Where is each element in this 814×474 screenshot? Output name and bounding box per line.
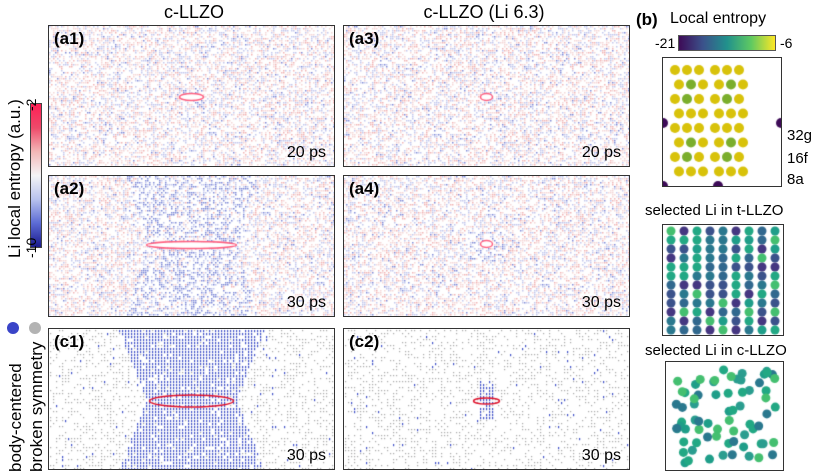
panel-label-a2: (a2) <box>54 179 85 198</box>
time-label-a3: 20 ps <box>581 144 621 161</box>
colorbar-min-label: -10 <box>23 237 39 258</box>
broken-symmetry-marker <box>29 322 41 334</box>
entropy-map-a1 <box>49 26 334 166</box>
site-label-8a: 8a <box>787 171 804 188</box>
column-title-middle: c-LLZO (Li 6.3) <box>423 2 545 22</box>
panel-a3: (a3) 20 ps <box>343 25 630 167</box>
local-entropy-title: Local entropy <box>670 10 767 27</box>
panel-label-c1: (c1) <box>54 332 85 351</box>
panel-a2: (a2) 30 ps <box>48 175 335 317</box>
entropy-map-a4 <box>344 176 629 316</box>
local-entropy-max: -6 <box>780 35 793 51</box>
panel-label-a1: (a1) <box>54 29 85 48</box>
c-llzo-li-atoms <box>666 362 783 470</box>
panel-label-c2: (c2) <box>349 332 380 351</box>
legend-body-centered: body-centered <box>6 363 25 472</box>
time-label-c2: 30 ps <box>581 447 621 464</box>
c-llzo-title: selected Li in c-LLZO <box>645 342 787 359</box>
time-label-c1: 30 ps <box>286 447 326 464</box>
site-label-32g: 32g <box>787 127 813 144</box>
entropy-colorbar <box>30 103 42 248</box>
local-entropy-min: -21 <box>655 35 676 51</box>
time-label-a4: 30 ps <box>581 294 621 311</box>
panel-c2: (c2) 30 ps <box>343 328 630 470</box>
unit-cell-sites <box>663 58 781 186</box>
local-entropy-colorbar <box>678 35 776 51</box>
site-label-16f: 16f <box>787 150 808 167</box>
column-title-left: c-LLZO <box>163 2 224 22</box>
t-llzo-structure <box>662 224 784 336</box>
t-llzo-title: selected Li in t-LLZO <box>645 202 784 219</box>
panel-label-b: (b) <box>636 10 658 29</box>
time-label-a1: 20 ps <box>286 144 326 161</box>
entropy-map-a2 <box>49 176 334 316</box>
body-centered-marker <box>7 322 19 334</box>
garnet-unit-cell <box>662 57 782 187</box>
panel-a4: (a4) 30 ps <box>343 175 630 317</box>
time-label-a2: 30 ps <box>286 294 326 311</box>
panel-c1: (c1) 30 ps <box>48 328 335 470</box>
colorbar-max-label: -2 <box>23 98 39 111</box>
symmetry-map-c1 <box>49 329 334 469</box>
panel-label-a3: (a3) <box>349 29 380 48</box>
legend-broken-symmetry: broken symmetry <box>27 341 46 472</box>
c-llzo-structure <box>665 361 784 471</box>
panel-label-a4: (a4) <box>349 179 380 198</box>
t-llzo-li-atoms <box>663 225 783 335</box>
colorbar-label: Li local entropy (a.u.) <box>5 99 24 258</box>
panel-a1: (a1) 20 ps <box>48 25 335 167</box>
entropy-map-a3 <box>344 26 629 166</box>
symmetry-map-c2 <box>344 329 629 469</box>
